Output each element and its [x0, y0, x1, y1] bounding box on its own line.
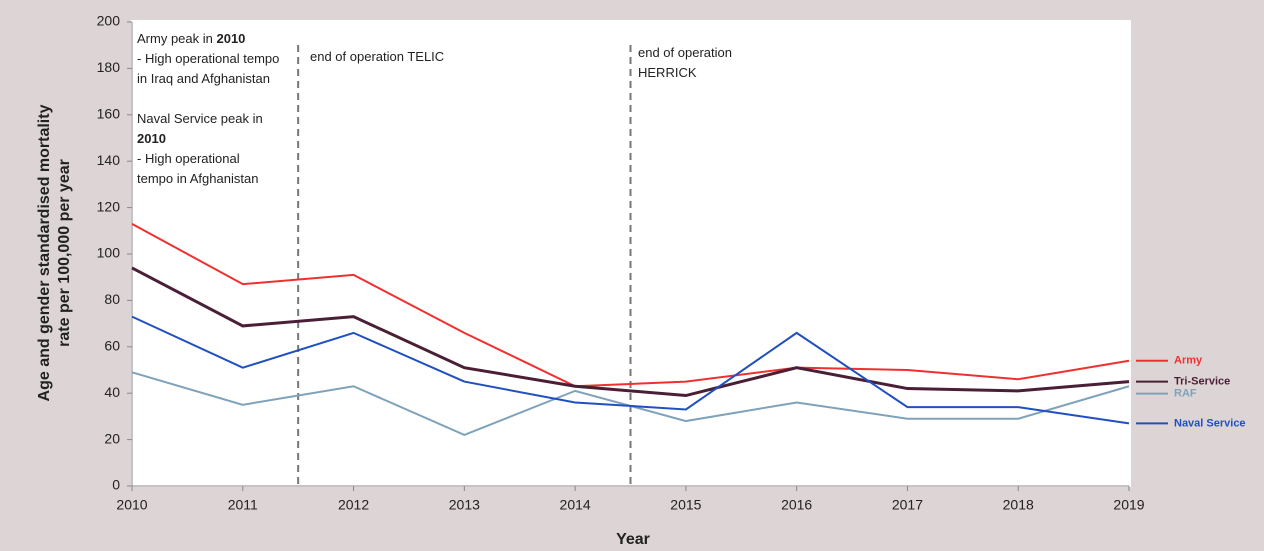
annotation: in Iraq and Afghanistan — [137, 71, 270, 86]
annotation-segment: Naval Service peak in — [137, 111, 263, 126]
annotation: - High operational tempo — [137, 51, 279, 66]
y-tick-label: 160 — [97, 106, 121, 122]
y-tick-label: 180 — [97, 59, 121, 75]
series-line — [131, 222, 1130, 388]
x-tick-label: 2013 — [449, 497, 480, 513]
annotation-segment: in Iraq and Afghanistan — [137, 71, 270, 86]
x-tick-label: 2018 — [1003, 497, 1034, 513]
y-tick-label: 140 — [97, 152, 121, 168]
y-axis-title-line: rate per 100,000 per year — [56, 159, 73, 347]
legend-label: Army — [1174, 355, 1203, 367]
annotation-segment: - High operational — [137, 151, 240, 166]
annotation-segment: Army peak in — [137, 31, 216, 46]
y-axis-title: Age and gender standardised mortality ra… — [36, 104, 73, 401]
y-tick-label: 100 — [97, 245, 121, 261]
x-tick-label: 2017 — [892, 497, 923, 513]
annotation-segment: 2010 — [137, 131, 166, 146]
x-tick-label: 2016 — [781, 497, 812, 513]
y-tick-label: 200 — [97, 13, 121, 29]
annotation: Naval Service peak in — [137, 111, 263, 126]
legend-label: Tri-Service — [1174, 376, 1230, 388]
y-axis-title-line: Age and gender standardised mortality — [36, 104, 53, 401]
annotation: tempo in Afghanistan — [137, 171, 258, 186]
annotation: - High operational — [137, 151, 240, 166]
x-tick-label: 2014 — [560, 497, 591, 513]
annotation-segment: tempo in Afghanistan — [137, 171, 258, 186]
annotation-segment: - High operational tempo — [137, 51, 279, 66]
series-line — [131, 266, 1130, 398]
x-tick-label: 2011 — [228, 497, 258, 513]
y-tick-label: 20 — [104, 430, 120, 446]
annotation: 2010 — [137, 131, 166, 146]
legend-label: RAF — [1174, 388, 1197, 400]
y-tick-label: 0 — [112, 477, 120, 493]
x-tick-label: 2012 — [338, 497, 369, 513]
x-axis-title: Year — [616, 531, 650, 548]
series-line — [131, 315, 1130, 425]
annotation: end of operation TELIC — [310, 49, 444, 64]
annotation: end of operation — [638, 45, 732, 60]
legend-label: Naval Service — [1174, 417, 1246, 429]
y-tick-label: 40 — [104, 384, 120, 400]
y-tick-label: 60 — [104, 338, 120, 354]
y-tick-label: 120 — [97, 198, 121, 214]
annotation-segment: 2010 — [216, 31, 245, 46]
x-tick-label: 2019 — [1113, 497, 1144, 513]
annotation-segment: HERRICK — [638, 65, 697, 80]
x-tick-label: 2015 — [670, 497, 701, 513]
x-tick-label: 2010 — [116, 497, 147, 513]
annotation-segment: end of operation TELIC — [310, 49, 444, 64]
annotation-segment: end of operation — [638, 45, 732, 60]
annotation: HERRICK — [638, 65, 697, 80]
y-tick-label: 80 — [104, 291, 120, 307]
annotation: Army peak in 2010 — [137, 31, 245, 46]
